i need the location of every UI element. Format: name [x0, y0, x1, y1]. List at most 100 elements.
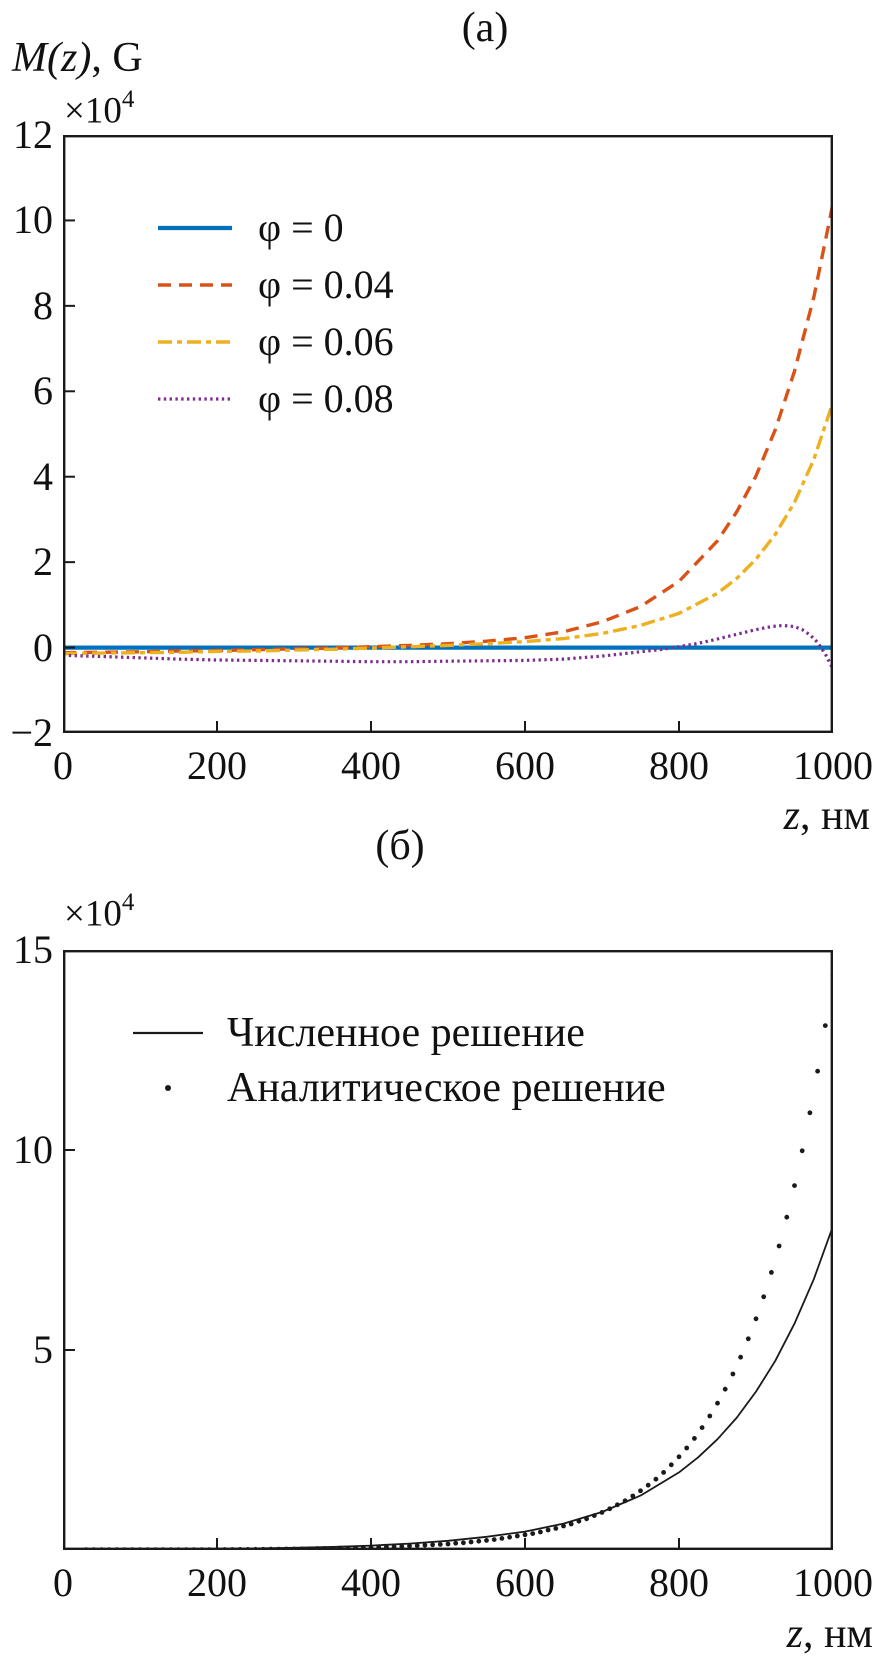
x-tick-label: 1000 [793, 743, 873, 788]
scatter-point [661, 1470, 666, 1475]
panel-b-plot-area [63, 950, 833, 1550]
legend-item-analytical: Аналитическое решение [133, 1060, 666, 1115]
scatter-point [530, 1531, 536, 1536]
scatter-point [507, 1534, 512, 1540]
scatter-point [822, 1023, 828, 1028]
legend-item-phi-0: φ = 0 [158, 199, 394, 256]
scatter-point [784, 1214, 790, 1220]
scatter-point [522, 1532, 528, 1538]
scatter-point [468, 1539, 474, 1545]
scatter-point [445, 1541, 451, 1547]
scatter-point [776, 1243, 782, 1249]
scatter-point [745, 1336, 751, 1342]
y-tick-label: 10 [13, 197, 53, 243]
x-axis-unit: , нм [799, 793, 870, 839]
y-tick-label: 12 [13, 112, 53, 157]
swatch-graphic [133, 1031, 203, 1034]
scatter-point [553, 1526, 559, 1531]
scatter-point [807, 1110, 813, 1116]
y-tick-label: 6 [33, 368, 53, 414]
series-line-3 [63, 623, 833, 670]
scatter-point [715, 1400, 720, 1406]
legend-item-numerical: Численное решение [133, 1005, 666, 1060]
scatter-point [422, 1542, 428, 1548]
y-tick-label: −2 [10, 710, 53, 755]
scatter-point [707, 1413, 713, 1419]
scatter-point [653, 1476, 659, 1482]
series-line-0 [63, 1225, 833, 1550]
x-axis-variable: z [783, 793, 800, 839]
legend-label-phi-006: φ = 0.06 [258, 319, 394, 364]
phi-008-line-swatch [158, 392, 232, 406]
x-tick-label: 400 [341, 743, 401, 788]
scatter-point [453, 1540, 459, 1546]
scatter-point [792, 1183, 797, 1188]
scatter-point [484, 1538, 489, 1543]
x-tick-label: 200 [187, 743, 247, 788]
numerical-solution-line-swatch [133, 1026, 203, 1040]
scatter-point [491, 1537, 497, 1542]
scatter-point [584, 1516, 589, 1522]
scale-exponent: 4 [121, 86, 135, 113]
x-tick-label: 600 [495, 743, 555, 788]
panel-a-plot-area [63, 135, 833, 733]
scatter-point [545, 1527, 551, 1533]
scatter-point [430, 1542, 435, 1548]
x-tick-label: 400 [341, 1560, 401, 1605]
axes-border [63, 135, 833, 733]
scatter-point [591, 1513, 597, 1518]
legend-label-numerical: Численное решение [227, 1009, 585, 1056]
x-tick-label: 0 [53, 743, 73, 788]
x-tick-label: 0 [53, 1560, 73, 1605]
x-tick-label: 1000 [793, 1560, 873, 1605]
scatter-point [615, 1502, 620, 1508]
scatter-point [538, 1529, 543, 1535]
scatter-point [692, 1436, 697, 1441]
swatch-graphic [158, 225, 232, 230]
scatter-point [638, 1488, 643, 1494]
y-tick-label: 2 [33, 539, 53, 585]
x-tick-label: 800 [649, 743, 709, 788]
scatter-point [499, 1536, 505, 1541]
y-tick-label: 10 [13, 1127, 53, 1172]
scatter-point [568, 1521, 574, 1527]
scatter-point [607, 1506, 613, 1512]
scatter-point [730, 1371, 736, 1377]
scatter-point [630, 1493, 636, 1499]
legend-item-phi-006: φ = 0.06 [158, 313, 394, 370]
scatter-point [437, 1542, 443, 1547]
y-tick-label: 5 [33, 1327, 53, 1372]
y-tick-label: 15 [13, 927, 53, 972]
legend-panel-b: Численное решение Аналитическое решение [133, 1005, 666, 1115]
x-axis-unit: , нм [802, 1611, 873, 1657]
phi-004-line-swatch [158, 278, 232, 292]
swatch-graphic [158, 282, 232, 287]
scatter-point [722, 1386, 728, 1392]
scatter-point [799, 1148, 805, 1154]
axes-border [63, 950, 833, 1550]
scatter-point [761, 1294, 767, 1300]
legend-label-phi-0: φ = 0 [258, 205, 344, 250]
legend-label-analytical: Аналитическое решение [227, 1064, 666, 1111]
scatter-point [622, 1498, 628, 1504]
scatter-point [414, 1543, 420, 1548]
panel-a-scale-label: ×104 [64, 86, 135, 132]
scatter-point [599, 1510, 605, 1515]
scatter-point [753, 1316, 759, 1322]
phi-006-line-swatch [158, 335, 232, 349]
scatter-point [407, 1543, 412, 1549]
scatter-point [576, 1518, 582, 1524]
y-axis-variable: M(z) [12, 35, 92, 81]
scatter-point [561, 1523, 566, 1529]
scale-exponent: 4 [121, 889, 135, 916]
x-axis-variable: z [786, 1611, 803, 1657]
panel-a-x-axis-label: z, нм [600, 792, 870, 840]
scatter-point [815, 1068, 820, 1074]
scatter-point [461, 1540, 466, 1546]
scatter-point [668, 1462, 674, 1468]
legend-label-phi-004: φ = 0.04 [258, 262, 394, 307]
scale-base: ×10 [64, 90, 122, 132]
scatter-point [514, 1533, 520, 1539]
scatter-point [769, 1270, 774, 1275]
scatter-point [476, 1538, 482, 1544]
